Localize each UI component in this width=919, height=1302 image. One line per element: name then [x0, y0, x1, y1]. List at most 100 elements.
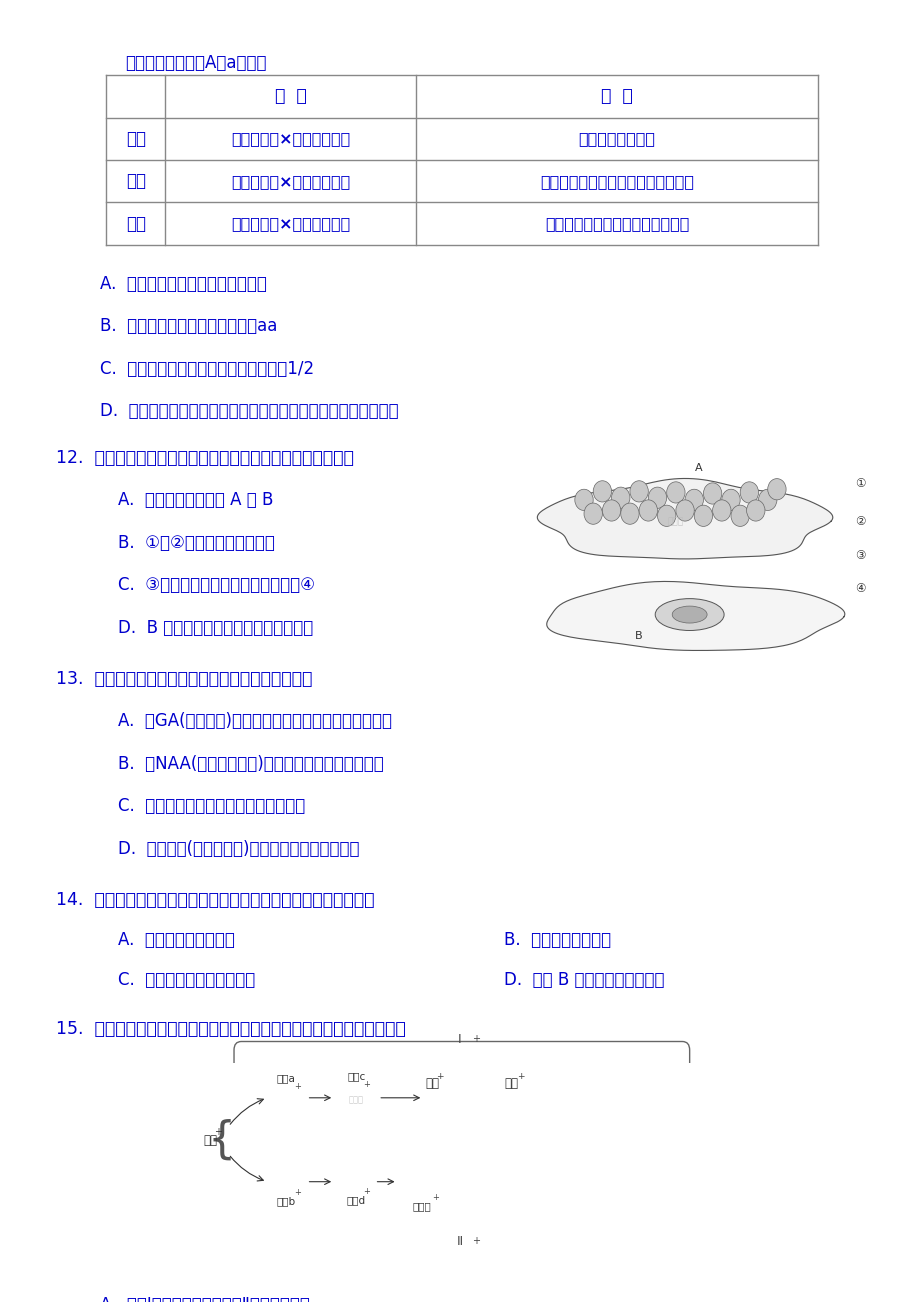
- Circle shape: [694, 505, 712, 526]
- Circle shape: [746, 500, 764, 521]
- Text: 13.  下列有关植物生长调节剂应用的叙述，错误的是: 13. 下列有关植物生长调节剂应用的叙述，错误的是: [56, 669, 312, 687]
- Text: +: +: [516, 1072, 524, 1081]
- Text: 乙瓶: 乙瓶: [126, 172, 146, 190]
- Circle shape: [267, 1077, 304, 1118]
- Circle shape: [666, 482, 685, 503]
- Text: 抗原: 抗原: [203, 1134, 217, 1147]
- Text: 的是（相关基因用A、a表示）: 的是（相关基因用A、a表示）: [125, 53, 266, 72]
- Text: D.  胰岛 B 细胞分泌胰岛素增加: D. 胰岛 B 细胞分泌胰岛素增加: [504, 971, 664, 990]
- Circle shape: [712, 500, 731, 521]
- Text: C.  ③处的物质以主动运输的方式通过④: C. ③处的物质以主动运输的方式通过④: [119, 577, 315, 594]
- Text: A.  细胞外液渗透压升高: A. 细胞外液渗透压升高: [119, 931, 235, 949]
- Text: 正确云: 正确云: [348, 1095, 363, 1104]
- Text: +: +: [293, 1187, 301, 1197]
- Circle shape: [276, 1170, 296, 1194]
- Circle shape: [405, 1164, 437, 1199]
- Circle shape: [657, 505, 675, 526]
- Text: 直毛雄果蝇×分叉毛雌果蝇: 直毛雄果蝇×分叉毛雌果蝇: [231, 173, 350, 189]
- Text: Ⅱ: Ⅱ: [457, 1234, 462, 1247]
- Circle shape: [267, 1160, 304, 1203]
- Text: B.  ①和②一定有磷脂双分子层: B. ①和②一定有磷脂双分子层: [119, 534, 275, 552]
- Circle shape: [584, 503, 602, 525]
- Text: 细胞b: 细胞b: [277, 1197, 296, 1206]
- Circle shape: [685, 490, 703, 510]
- Text: D.  为保证实验结果的准确性，饲养瓶中有蛹出现便移去所有成蝇: D. 为保证实验结果的准确性，饲养瓶中有蛹出现便移去所有成蝇: [100, 402, 398, 421]
- Circle shape: [758, 490, 776, 510]
- Circle shape: [611, 487, 630, 508]
- Text: +: +: [471, 1034, 480, 1044]
- Text: 亲  本: 亲 本: [275, 87, 306, 105]
- Circle shape: [339, 1163, 372, 1200]
- Text: A.  用GA(赤霉素类)打破茵苣、马铃薯、人参种子的休眠: A. 用GA(赤霉素类)打破茵苣、马铃薯、人参种子的休眠: [119, 712, 391, 730]
- Text: +: +: [213, 1126, 221, 1137]
- Polygon shape: [469, 1090, 505, 1111]
- Circle shape: [593, 480, 611, 503]
- Text: 效细胞: 效细胞: [412, 1202, 430, 1211]
- Text: B: B: [635, 630, 642, 641]
- Text: B.  乙瓶子代中雄果蝇的基因型为aa: B. 乙瓶子代中雄果蝇的基因型为aa: [100, 318, 277, 335]
- Circle shape: [345, 1085, 367, 1111]
- Circle shape: [639, 500, 657, 521]
- Text: +: +: [432, 1193, 439, 1202]
- Circle shape: [411, 1180, 422, 1193]
- Text: C.  肾小管重吸收水能力增强: C. 肾小管重吸收水能力增强: [119, 971, 255, 990]
- Text: C.  用乙烯利促进香蕉、番茄的果实发育: C. 用乙烯利促进香蕉、番茄的果实发育: [119, 797, 305, 815]
- Text: 直毛雌果蝇×分叉毛雄果蝇: 直毛雌果蝇×分叉毛雄果蝇: [231, 132, 350, 146]
- Circle shape: [703, 483, 721, 504]
- Text: A.  兴奋的传递只能从 A 到 B: A. 兴奋的传递只能从 A 到 B: [119, 491, 273, 509]
- Polygon shape: [546, 582, 844, 651]
- Text: +: +: [471, 1236, 480, 1246]
- Circle shape: [574, 490, 593, 510]
- Text: +: +: [436, 1072, 443, 1081]
- Circle shape: [397, 1154, 445, 1210]
- Circle shape: [630, 480, 648, 503]
- Text: ③: ③: [854, 548, 865, 561]
- Text: 细胞c: 细胞c: [346, 1072, 365, 1081]
- Circle shape: [420, 1167, 435, 1184]
- Text: 雌雄果蝇均一半直毛，一半分叉毛: 雌雄果蝇均一半直毛，一半分叉毛: [544, 216, 688, 232]
- Text: 丙瓶: 丙瓶: [126, 215, 146, 233]
- Circle shape: [740, 482, 758, 503]
- Text: 子  代: 子 代: [601, 87, 632, 105]
- Bar: [107, 76, 817, 245]
- Text: D.  B 可表示神经元、肌细胞或腺体细胞: D. B 可表示神经元、肌细胞或腺体细胞: [119, 618, 313, 637]
- Text: B.  用NAA(生长素类似物)促进黄杨、葡萄枝条的生根: B. 用NAA(生长素类似物)促进黄杨、葡萄枝条的生根: [119, 755, 383, 773]
- Text: Ⅰ: Ⅰ: [458, 1032, 461, 1046]
- Ellipse shape: [672, 605, 707, 624]
- Text: {: {: [207, 1118, 235, 1161]
- FancyBboxPatch shape: [233, 1042, 689, 1247]
- Circle shape: [276, 1086, 296, 1109]
- Circle shape: [620, 503, 639, 525]
- Text: +: +: [363, 1079, 370, 1088]
- Text: 抗体: 抗体: [425, 1078, 438, 1091]
- Text: ④: ④: [854, 582, 865, 595]
- Text: 直毛雌果蝇×分叉毛雄果蝇: 直毛雌果蝇×分叉毛雄果蝇: [231, 216, 350, 232]
- Text: A: A: [694, 464, 702, 473]
- Text: 雌果蝇均为直毛，雄果蝇均为分叉毛: 雌果蝇均为直毛，雄果蝇均为分叉毛: [539, 173, 693, 189]
- Polygon shape: [537, 478, 832, 559]
- Text: 细胞d: 细胞d: [346, 1195, 366, 1206]
- Circle shape: [347, 1172, 364, 1191]
- Text: 甲瓶: 甲瓶: [126, 130, 146, 147]
- Text: 细胞a: 细胞a: [277, 1073, 296, 1083]
- Text: D.  用矮壮素(生长延缓剂)防止棉花徒长，促进结实: D. 用矮壮素(生长延缓剂)防止棉花徒长，促进结实: [119, 840, 359, 858]
- Text: ②: ②: [854, 514, 865, 527]
- Text: 抗原: 抗原: [504, 1078, 517, 1091]
- Circle shape: [335, 1074, 376, 1121]
- Text: 14.  给健康大鼠静脉注射大量的低渗食盐水后，下列变化合理的是: 14. 给健康大鼠静脉注射大量的低渗食盐水后，下列变化合理的是: [56, 891, 374, 909]
- Text: B.  大鼠的排尿量增加: B. 大鼠的排尿量增加: [504, 931, 610, 949]
- Text: 正确云: 正确云: [667, 517, 683, 526]
- Text: 12.  右图是突触的亚显微结构示意图。下列有关叙述错误的是: 12. 右图是突触的亚显微结构示意图。下列有关叙述错误的是: [56, 449, 353, 467]
- Text: +: +: [363, 1186, 370, 1195]
- Circle shape: [731, 505, 749, 526]
- Text: A.  过程Ⅰ属于体液免疫，过程Ⅱ属于细胞免疫: A. 过程Ⅰ属于体液免疫，过程Ⅱ属于细胞免疫: [100, 1297, 310, 1302]
- Text: +: +: [293, 1082, 301, 1091]
- Text: A.  根据甲瓶可判断直毛为显性性状: A. 根据甲瓶可判断直毛为显性性状: [100, 275, 267, 293]
- Circle shape: [648, 487, 666, 508]
- Circle shape: [766, 479, 785, 500]
- Text: 雌雄果蝇均为直毛: 雌雄果蝇均为直毛: [578, 132, 655, 146]
- Circle shape: [721, 490, 740, 510]
- Text: C.  丙瓶子代雌果蝇中纯合子所占比值为1/2: C. 丙瓶子代雌果蝇中纯合子所占比值为1/2: [100, 359, 313, 378]
- Circle shape: [675, 500, 694, 521]
- Text: ①: ①: [854, 478, 865, 491]
